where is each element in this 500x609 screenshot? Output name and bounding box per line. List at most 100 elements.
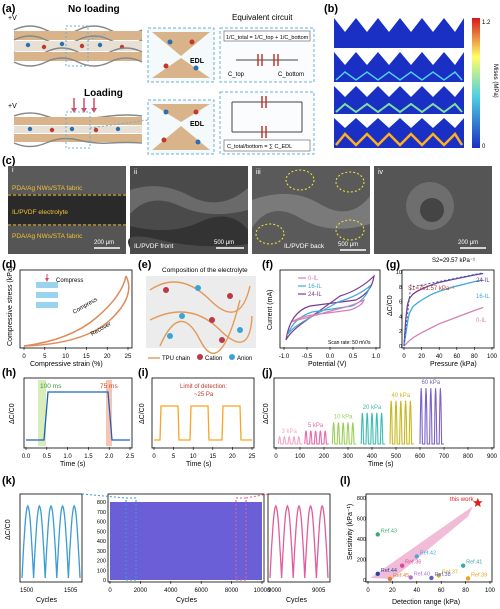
f-xtick-tick-label: -1.0 (279, 354, 290, 360)
l-point-this-work (473, 497, 483, 507)
c-iv-num: iv (378, 169, 384, 176)
a-voltage-top: +V (8, 15, 17, 22)
k-left-frame (19, 493, 83, 583)
c-bottom-fabric-label: PDA/Ag NWs/STA fabric (12, 233, 83, 240)
k-right-frame (267, 493, 331, 583)
k-mid-xtick-tick-label: 6000 (195, 588, 209, 594)
g-s2: S2=29.57 kPa⁻¹ (432, 258, 475, 264)
k-left-wave-line (21, 504, 81, 579)
c-sem-iii: iii IL/PVDF back 500 μm (252, 166, 370, 254)
k-mid-ytick-tick-label: 300 (97, 549, 106, 555)
d-compress-icon-label: Compress (56, 278, 83, 284)
l-yticks: 0 200 400 600 800 (357, 496, 366, 584)
j-level-label: 60 kPa (421, 380, 440, 386)
l-label-Ref.37: Ref.37 (442, 569, 458, 575)
a-eq-formula: 1/C_total = 1/C_top + 1/C_bottom (226, 35, 309, 41)
l-ytick-tick-label: 400 (357, 537, 366, 543)
g-label-24il: 24-IL (476, 278, 490, 284)
k-left-xlabel: Cycles (36, 597, 58, 604)
h-response-line (26, 391, 130, 441)
k-mid-ytick-tick-label: 800 (97, 500, 106, 506)
k-mid-ytick-tick-label: 500 (97, 529, 106, 535)
l-ytick-tick-label: 0 (363, 578, 366, 584)
b-cb-min: 0 (482, 144, 486, 150)
j-xlabel: Time (s) (368, 461, 393, 468)
j-wave-20kPa (360, 412, 386, 445)
l-label-Ref.39: Ref.39 (471, 572, 487, 578)
f-curve-0il (291, 298, 366, 323)
l-label-Ref.42: Ref.42 (420, 550, 436, 556)
g-lines (403, 272, 484, 347)
g-xtick-tick-label: 0 (402, 354, 406, 360)
panel-f: (f) Current (mA) 0-IL 16-IL 24-IL Scan r… (262, 259, 381, 368)
j-level-label: 20 kPa (363, 405, 382, 411)
k-mid-ytick-tick-label: 700 (97, 510, 106, 516)
g-ylabel: ΔC/C0 (387, 295, 394, 316)
a-no-loading-title: No loading (68, 4, 120, 15)
e-electrolyte-box (146, 276, 256, 348)
j-xtick-tick-label: 500 (391, 454, 402, 460)
g-ytick-tick-label: 4 (399, 314, 402, 320)
f-scan-rate: Scan rate: 50 mV/s (328, 340, 371, 346)
panel-label-h: (h) (2, 367, 16, 379)
g-fit-s1 (403, 283, 412, 347)
panel-c: (c) i PDA/Ag NWs/STA fabric IL/PVDF elec… (2, 155, 492, 254)
i-xlabel: Time (s) (186, 461, 211, 468)
f-xtick-tick-label: -0.5 (302, 354, 313, 360)
j-xtick-tick-label: 600 (415, 454, 426, 460)
b-colorbar (472, 18, 480, 148)
j-wave-60kPa (419, 388, 444, 445)
k-mid-xtick-tick-label: 2000 (134, 588, 148, 594)
i-ylabel: ΔC/C0 (139, 403, 146, 424)
l-xtick-tick-label: 0 (366, 588, 370, 594)
panel-a: (a) No loading +V EDL (2, 3, 315, 155)
j-xtick-tick-label: 300 (343, 454, 354, 460)
l-label-Ref.38: Ref.38 (434, 572, 450, 578)
l-label-Ref.40: Ref.40 (414, 571, 430, 577)
f-xticks: -1.0 -0.5 0.0 0.5 1.0 (279, 347, 381, 360)
a-edl-label-bottom: EDL (190, 121, 205, 128)
g-xtick-tick-label: 40 (436, 354, 443, 360)
panel-b: (b) 1.2 0 Mises (MPa) (324, 3, 498, 150)
a-c-bottom: C_bottom (278, 72, 304, 78)
g-xlabel: Pressure (kPa) (430, 361, 477, 368)
c-i-scale: 200 μm (94, 240, 114, 246)
k-right-wave (269, 504, 329, 579)
i-xtick-tick-label: 15 (209, 454, 216, 460)
b-cb-max: 1.2 (482, 20, 491, 26)
k-left-xtick-0: 1500 (20, 588, 34, 594)
j-wave-3kPa (277, 435, 303, 445)
d-ylabel: Compressive stress (kPa) (7, 266, 14, 346)
d-xtick-tick-label: 15 (83, 354, 90, 360)
panel-label-d: (d) (2, 259, 16, 271)
panel-label-e: (e) (138, 259, 152, 271)
g-label-16il: 16-IL (476, 294, 490, 300)
panel-d: (d) Compress Compress Recover Compressiv… (2, 259, 133, 368)
i-response-line (154, 405, 252, 441)
j-xtick-tick-label: 200 (319, 454, 330, 460)
l-xtick-tick-label: 80 (462, 588, 469, 594)
d-xtick-tick-label: 5 (43, 354, 47, 360)
i-xtick-tick-label: 20 (229, 454, 236, 460)
a-equivalent-circuit: Equivalent circuit 1/C_total = 1/C_top +… (219, 13, 315, 83)
l-ytick-tick-label: 800 (357, 496, 366, 502)
c-iv-scale: 200 μm (458, 240, 478, 246)
l-xtick-tick-label: 40 (413, 588, 420, 594)
a-edl-label-top: EDL (190, 58, 205, 65)
k-ylabel: ΔC/C0 (5, 519, 12, 540)
j-ylabel: ΔC/C0 (263, 403, 270, 424)
d-xtick-tick-label: 20 (104, 354, 111, 360)
c-iii-num: iii (256, 169, 261, 176)
j-wave-5kPa (304, 430, 329, 445)
a-loading-title: Loading (84, 88, 123, 99)
j-xtick-tick-label: 0 (274, 454, 278, 460)
f-xtick-tick-label: 0.0 (326, 354, 335, 360)
g-xtick-tick-label: 60 (453, 354, 460, 360)
a-zoom-bottom: EDL (147, 99, 215, 155)
a-parallel-circuit: C_total/bottom = ∑ C_EDL (219, 91, 315, 155)
l-label-Ref.41: Ref.41 (466, 560, 482, 566)
g-s1: S1=751.57 kPa⁻¹ (408, 286, 454, 292)
k-right-xlabel: Cycles (286, 597, 308, 604)
i-xtick-tick-label: 10 (190, 454, 197, 460)
